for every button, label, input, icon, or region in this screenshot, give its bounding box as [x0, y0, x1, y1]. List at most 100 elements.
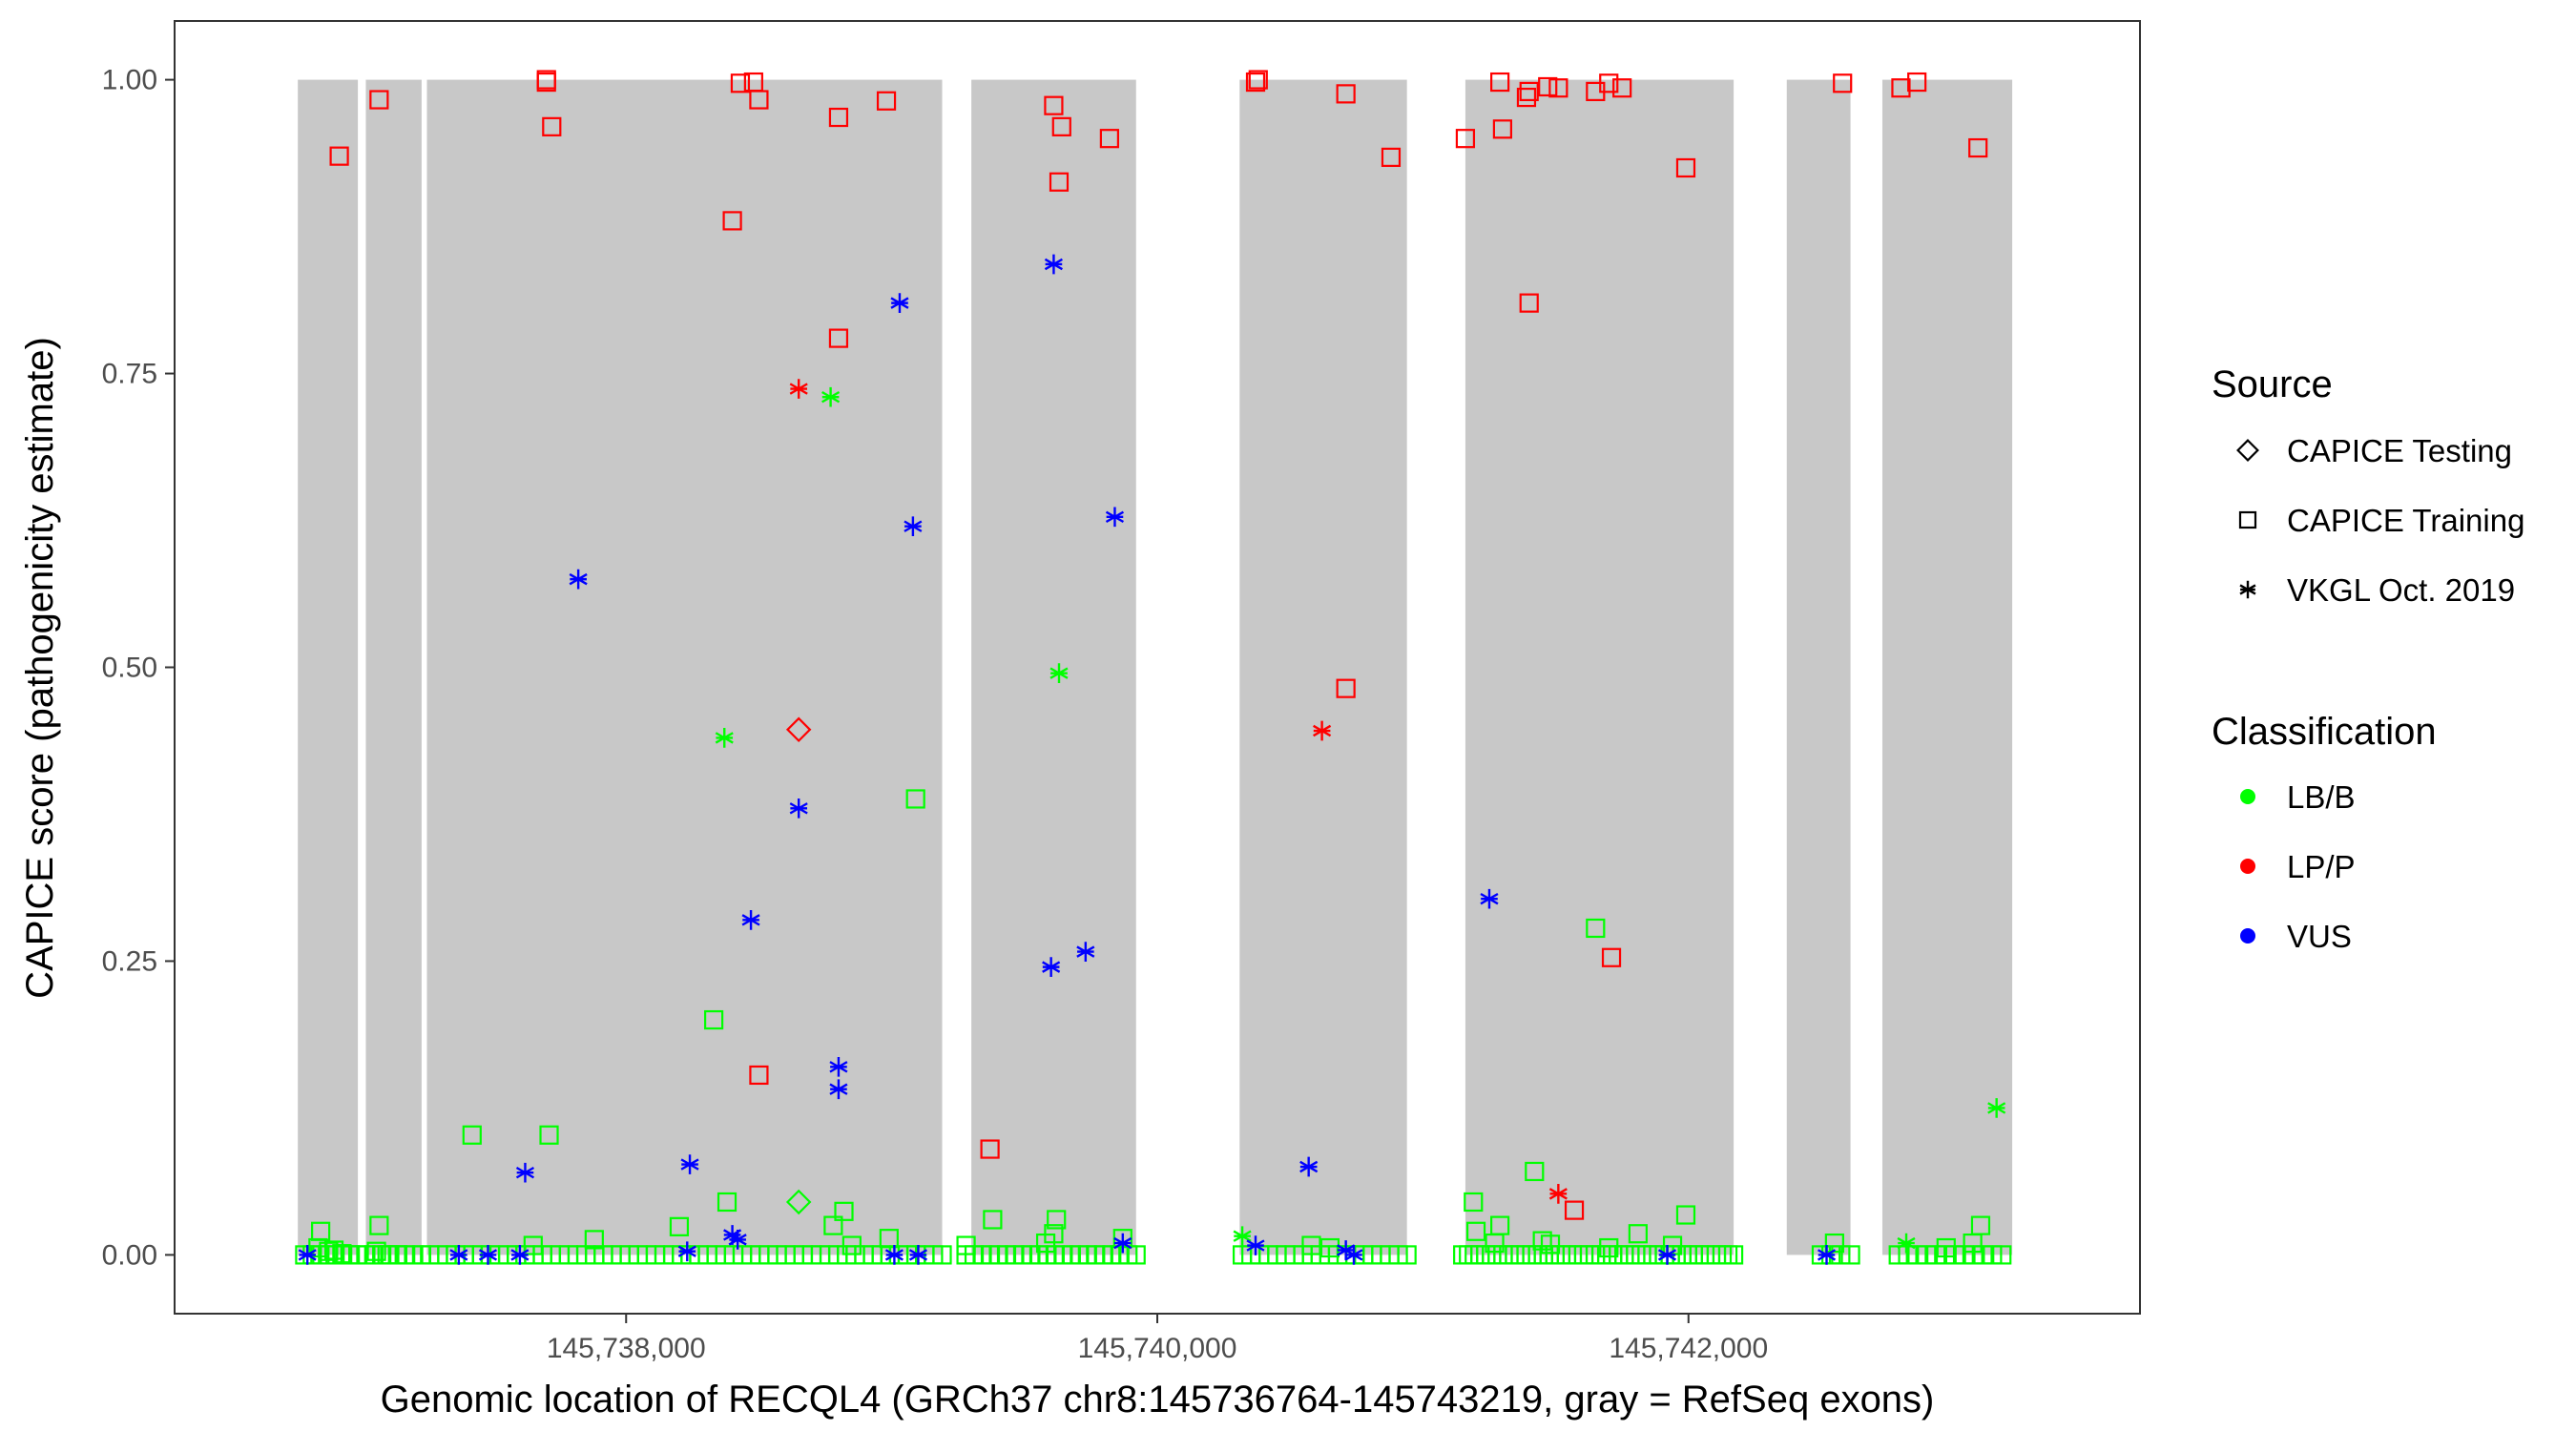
data-point [1299, 1156, 1319, 1177]
data-point [340, 1245, 360, 1265]
data-point [789, 798, 808, 819]
legend-key-diamond [2236, 439, 2259, 462]
data-point [905, 789, 925, 809]
data-point [841, 1235, 862, 1255]
data-point [823, 1215, 843, 1235]
data-point [1599, 1237, 1619, 1258]
data-point [1525, 1161, 1545, 1182]
data-point [1675, 1205, 1696, 1225]
x-axis-title: Genomic location of RECQL4 (GRCh37 chr8:… [381, 1379, 1935, 1421]
exon-band-8 [1881, 79, 2013, 1255]
data-point [1516, 87, 1537, 108]
data-point [1245, 72, 1266, 93]
data-point [956, 1235, 976, 1255]
data-point [1599, 73, 1619, 93]
data-point-baseline [1126, 1245, 1146, 1265]
series-lb-b-capice-testing [785, 1189, 812, 1215]
data-point [1313, 720, 1332, 741]
data-point [1042, 957, 1061, 977]
data-point [728, 1230, 747, 1250]
data-point [462, 1125, 482, 1145]
data-point [828, 107, 849, 128]
data-point [879, 1229, 899, 1249]
axes: 0.00 0.25 0.50 0.75 1.00 145,738,000 145,740,0… [102, 65, 1769, 1364]
data-point [377, 1245, 397, 1265]
data-point [1657, 1245, 1677, 1265]
legend-label-classification: VUS [2287, 919, 2352, 954]
data-point [1035, 1233, 1056, 1254]
data-point [1492, 119, 1512, 139]
data-point [785, 1189, 812, 1215]
data-point [749, 1065, 769, 1086]
data-point [1540, 1234, 1561, 1255]
data-point [1336, 84, 1356, 104]
data-point [1344, 1245, 1363, 1265]
data-point [1465, 1221, 1486, 1241]
data-point [669, 1216, 690, 1236]
data-point [1519, 293, 1539, 313]
data-point [1248, 70, 1268, 90]
series-lp-p-capice-training [329, 70, 1988, 1220]
data-point [1049, 663, 1069, 684]
data-point [828, 328, 849, 348]
data-point [510, 1245, 530, 1265]
data-point [789, 379, 808, 399]
data-point [717, 1192, 737, 1213]
y-tick-label: 0.00 [102, 1239, 157, 1271]
x-tick-label: 145,738,000 [547, 1333, 706, 1364]
data-point [1538, 76, 1558, 97]
data-point [1044, 95, 1064, 115]
data-point [890, 293, 909, 313]
data-point [1233, 1226, 1252, 1247]
data-point [1564, 1200, 1585, 1220]
data-point [1336, 678, 1356, 698]
data-point [298, 1245, 317, 1265]
data-point [1049, 172, 1070, 192]
data-point [980, 1139, 1000, 1159]
series-lb-b-vkgl [715, 386, 2006, 1254]
legend-key-square [2238, 510, 2257, 529]
data-point [369, 1215, 389, 1235]
data-point [1051, 116, 1071, 136]
y-tick-label: 0.25 [102, 945, 157, 977]
data-point [319, 1241, 339, 1261]
data-point [1047, 1210, 1067, 1230]
data-point [1548, 78, 1568, 98]
data-point [1113, 1233, 1132, 1254]
data-point-baseline [1840, 1245, 1860, 1265]
data-point [834, 1201, 854, 1221]
data-point [1897, 1233, 1916, 1254]
data-point [1833, 73, 1853, 93]
data-point [539, 1125, 559, 1145]
data-point [715, 728, 734, 748]
y-tick-label: 1.00 [102, 65, 157, 96]
data-point [1381, 147, 1402, 167]
data-point [584, 1230, 604, 1250]
data-point [829, 1056, 848, 1077]
data-point [722, 211, 742, 231]
data-point [829, 1079, 848, 1100]
data-point [1480, 888, 1499, 909]
legend-classification-title: Classification [2212, 711, 2437, 753]
data-point [908, 1245, 928, 1265]
x-tick-label: 145,740,000 [1078, 1333, 1237, 1364]
y-axis-title: CAPICE score (pathogenicity estimate) [19, 337, 61, 999]
legend-key-dot [2240, 859, 2255, 874]
series-lp-p-capice-testing [785, 716, 812, 743]
legend-label-source: CAPICE Training [2287, 503, 2524, 538]
y-tick-label: 0.50 [102, 653, 157, 684]
legend-label-classification: LP/P [2287, 849, 2356, 884]
data-point [876, 91, 897, 111]
legend: Source Classification CAPICE Testing CAPI… [2212, 363, 2524, 954]
legend-key-dot [2240, 928, 2255, 944]
data-point [1044, 254, 1063, 275]
data-point [1464, 1192, 1484, 1213]
data-point [569, 569, 588, 590]
data-point [1490, 72, 1510, 93]
legend-label-classification: LB/B [2287, 779, 2356, 815]
data-point [1963, 1233, 1983, 1254]
data-point [983, 1210, 1003, 1230]
data-point-baseline [1397, 1245, 1417, 1265]
data-point [741, 909, 760, 930]
